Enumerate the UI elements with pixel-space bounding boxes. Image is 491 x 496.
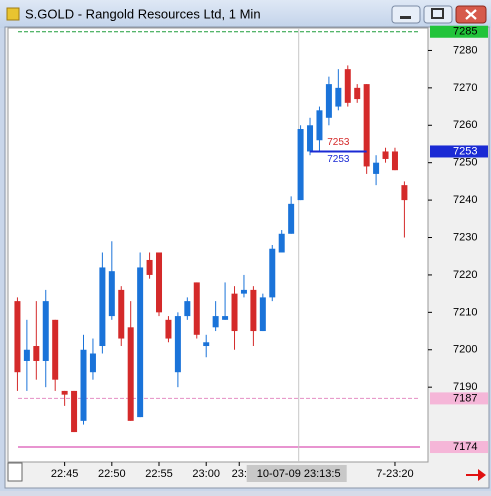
y-tick-label: 7190 [453,381,477,393]
y-tick-label: 7240 [453,194,477,206]
y-tick-label: 7260 [453,119,477,131]
candle-body [99,267,106,347]
candle-body [288,203,295,234]
level-label-box [430,392,488,405]
y-tick-label: 7230 [453,231,477,243]
candle-body [52,319,59,380]
x-tick-label: 23:00 [192,468,220,480]
candle-body [212,316,219,328]
candle-body [240,289,247,294]
candle-body [89,353,96,373]
level-label: 7285 [453,26,477,38]
level-label-box [430,441,488,454]
candle-body [401,185,408,201]
candle-body [231,293,238,332]
candle-body [42,301,49,361]
candle-body [335,87,342,107]
annotation-label-bottom: 7253 [327,154,350,165]
candle-body [71,390,78,433]
candle-body [137,267,144,418]
candle-body [33,346,40,361]
close-icon [465,9,477,20]
crosshair-label: 10-07-09 23:13:5 [257,468,341,480]
y-tick-label: 7220 [453,269,477,281]
candle-body [307,125,314,152]
x-tick-label: 7-23:20 [376,468,413,480]
minimize-button[interactable] [391,5,421,24]
y-tick-label: 7250 [453,157,477,169]
candle-body [156,252,163,313]
crosshair-label-box [246,465,347,482]
candle-body [184,301,191,317]
candle-body [108,271,115,317]
maximize-icon [431,8,444,19]
candle-body [344,69,351,103]
candle-body [391,151,398,171]
candle-body [23,349,30,361]
candle-body [373,162,380,174]
app-icon [6,7,20,21]
x-tick-label: 23: [232,468,247,480]
candle-body [278,233,285,253]
candle-body [80,349,87,421]
y-tick-label: 7270 [453,82,477,94]
candle-body [14,301,21,373]
candle-body [259,297,266,332]
candle-body [269,248,276,298]
checkbox[interactable] [7,462,23,482]
candle-body [193,282,200,335]
scroll-arrow[interactable] [466,469,486,481]
candle-body [203,342,210,347]
level-label-box [430,145,488,158]
level-label: 7253 [453,145,477,157]
candle-body [297,129,304,201]
level-label: 7187 [453,392,477,404]
annotation-label-top: 7253 [327,137,350,148]
candle-body [61,390,68,395]
candle-body [382,151,389,159]
candle-body [222,316,229,320]
candle-body [316,110,323,141]
candle-body [250,289,257,332]
x-tick-label: 22:55 [145,468,173,480]
x-tick-label: 22:45 [51,468,79,480]
minimize-icon [400,16,411,19]
level-label-box [430,25,488,38]
candle-body [363,84,370,167]
candle-body [174,316,181,373]
candle-body [325,84,332,118]
level-label: 7174 [453,441,477,453]
candle-body [118,289,125,339]
x-tick-label: 22:50 [98,468,126,480]
candle-body [146,259,153,275]
y-tick-label: 7210 [453,306,477,318]
candle-body [127,327,134,421]
y-tick-label: 7280 [453,44,477,56]
candle-body [165,319,172,339]
window-title: S.GOLD - Rangold Resources Ltd, 1 Min [25,6,261,21]
plot-area [7,27,429,463]
candle-body [354,87,361,100]
y-tick-label: 7200 [453,344,477,356]
